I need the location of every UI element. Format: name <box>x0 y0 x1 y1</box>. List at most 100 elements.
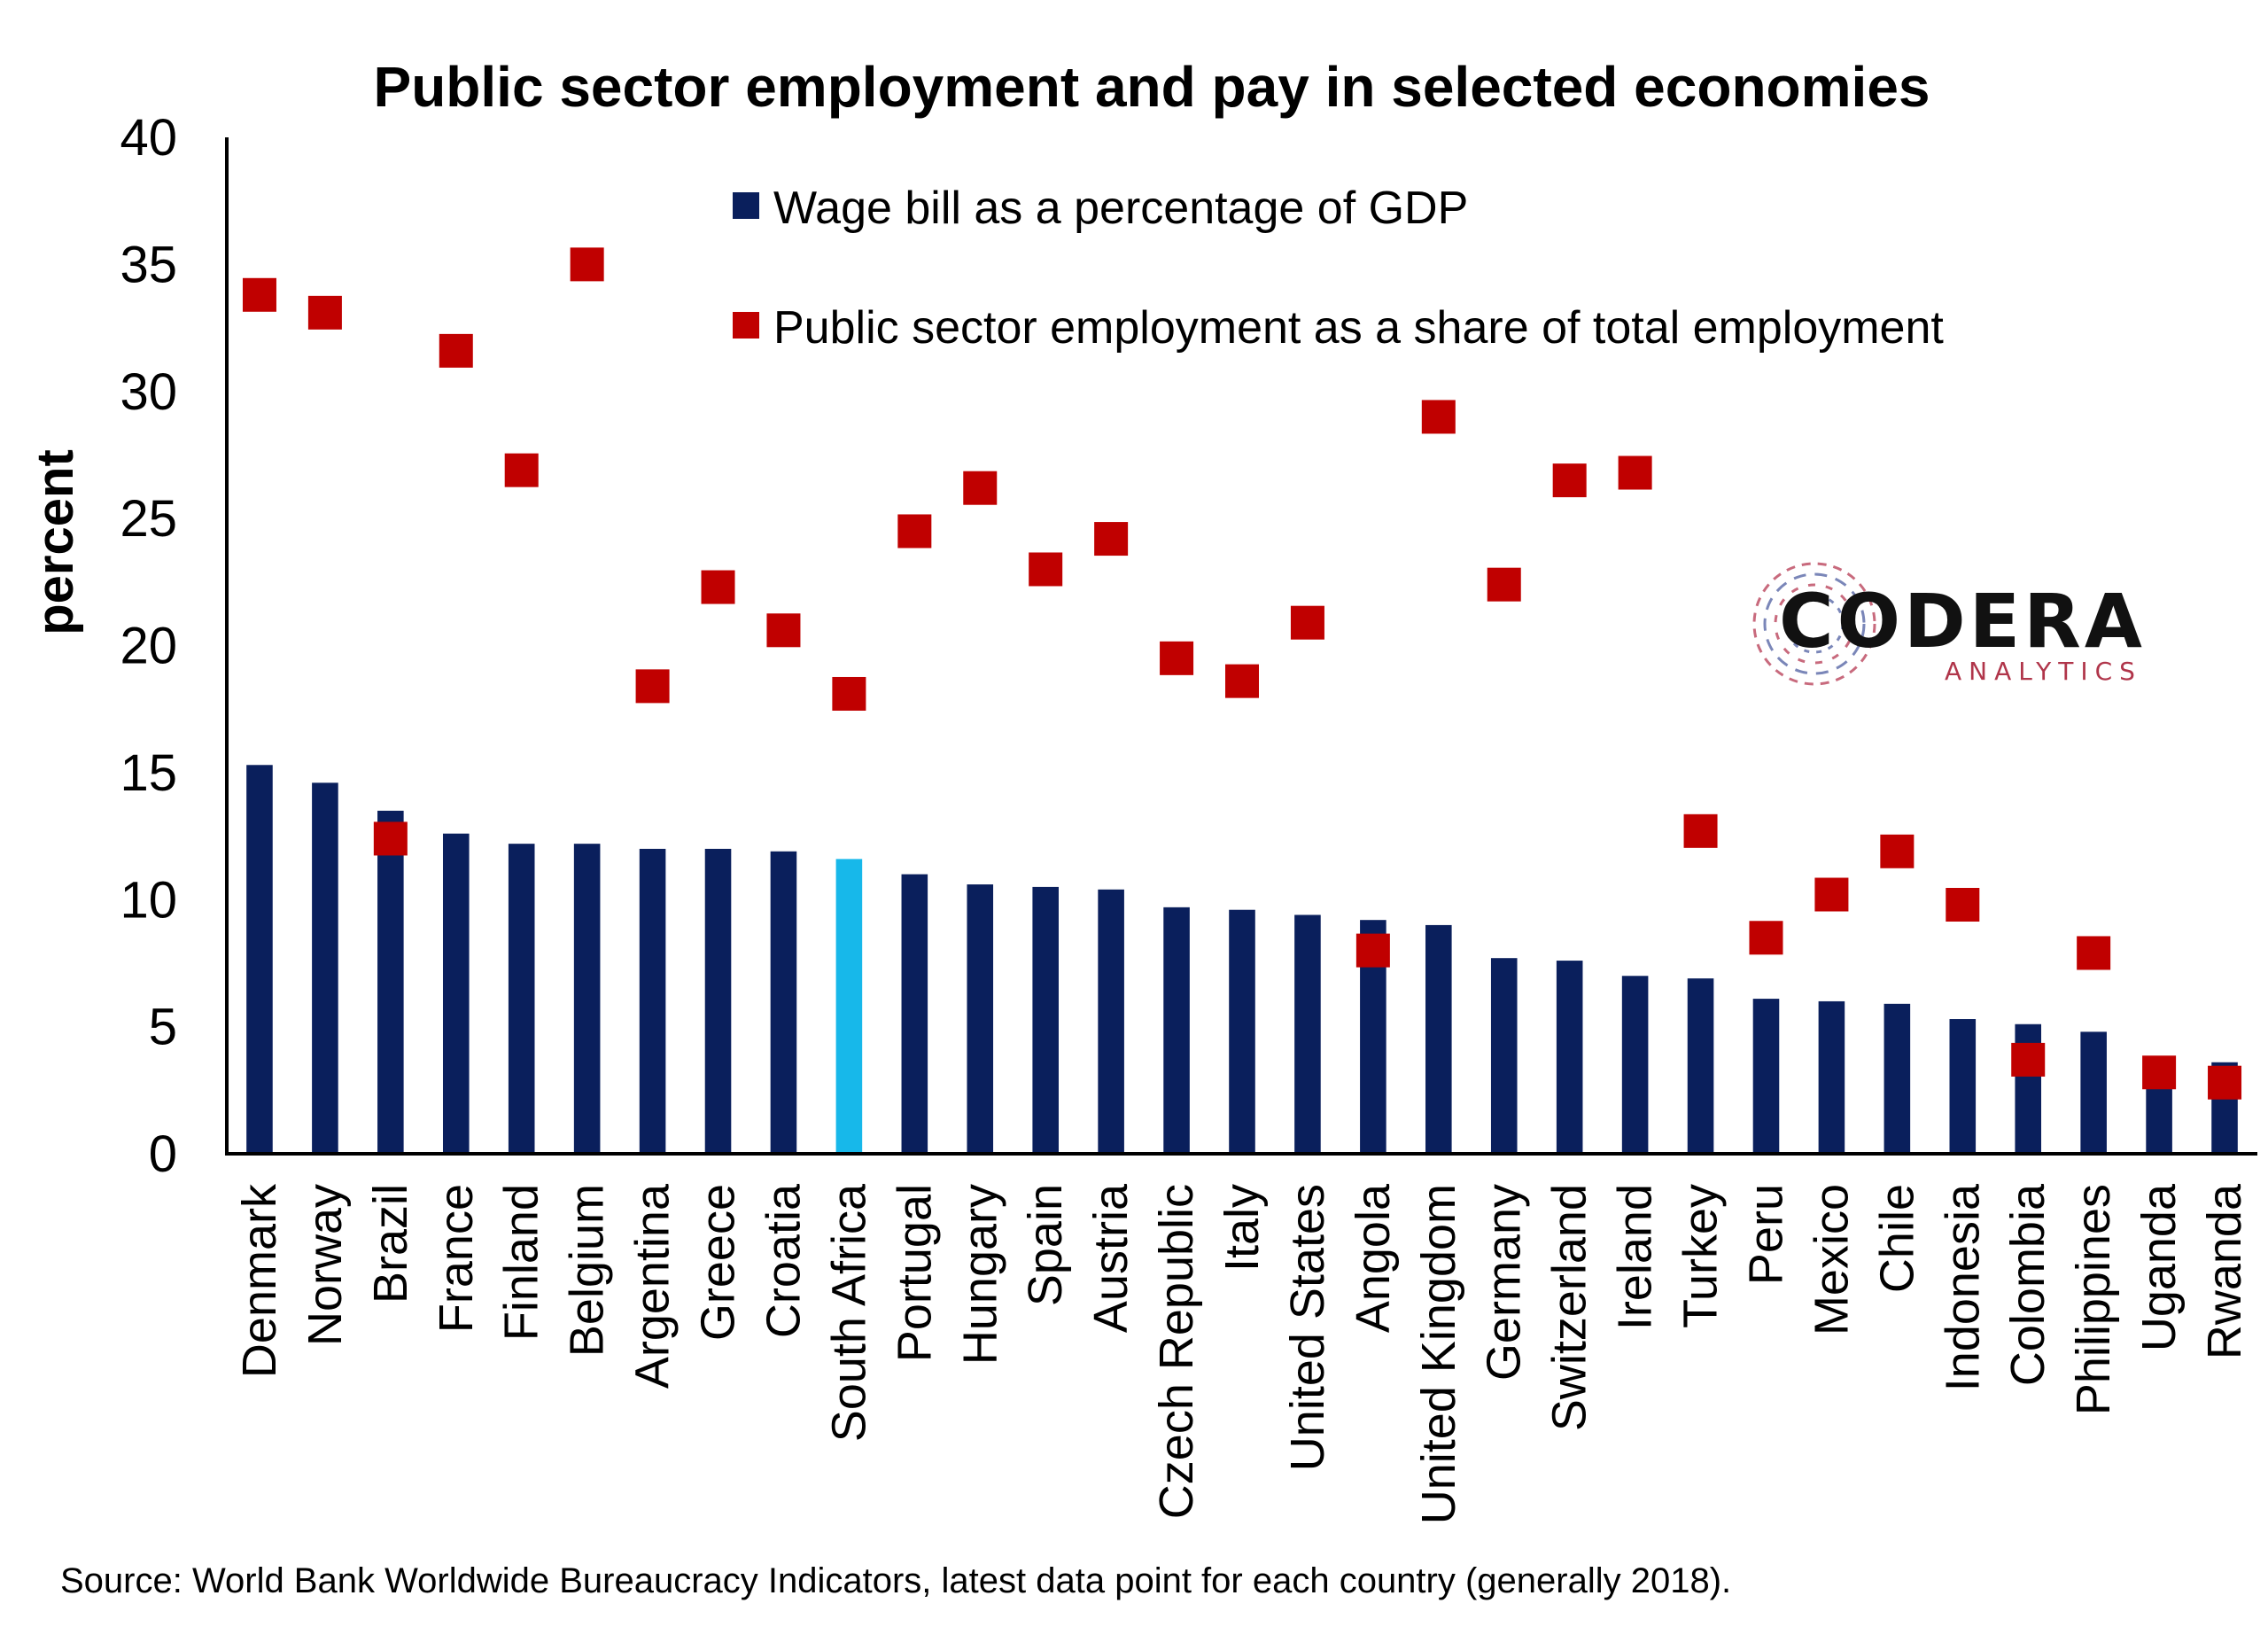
x-tick-label: Norway <box>299 1184 352 1346</box>
x-tick-label: Indonesia <box>1936 1183 1989 1391</box>
bar <box>1425 924 1452 1154</box>
bar <box>377 810 404 1154</box>
legend-label-wage-bill: Wage bill as a percentage of GDP <box>773 183 1468 234</box>
legend-swatch-employment-share <box>733 312 759 339</box>
bar <box>704 848 732 1154</box>
legend: Wage bill as a percentage of GDP Public … <box>733 183 1944 354</box>
marker-point <box>1618 455 1652 490</box>
x-tick-label: Chile <box>1870 1184 1923 1293</box>
marker-point <box>2142 1055 2177 1090</box>
marker-point <box>1552 463 1587 498</box>
y-tick-label: 35 <box>120 236 177 293</box>
marker-point <box>2011 1042 2046 1077</box>
x-tick-label: France <box>430 1184 483 1333</box>
bar <box>1229 909 1255 1154</box>
marker-series <box>242 247 2242 1100</box>
marker-point <box>1487 567 1521 602</box>
x-tick-label: Greece <box>692 1184 745 1341</box>
x-tick-label: Ireland <box>1609 1184 1662 1330</box>
source-note: Source: World Bank Worldwide Bureaucracy… <box>60 1561 1731 1600</box>
marker-point <box>439 333 473 368</box>
bar <box>835 859 863 1154</box>
legend-label-employment-share: Public sector employment as a share of t… <box>773 302 1944 354</box>
bar <box>1163 907 1190 1154</box>
marker-point <box>1880 834 1915 868</box>
bar <box>967 884 994 1154</box>
bar <box>1490 958 1518 1154</box>
x-tick-label: Turkey <box>1674 1184 1728 1328</box>
x-tick-label: United States <box>1281 1184 1334 1471</box>
plot-area: 0 5 10 15 20 25 30 35 40 Denmark Norway Brazil Fran… <box>120 109 2257 1524</box>
y-tick-label: 0 <box>149 1125 177 1183</box>
marker-point <box>897 514 932 549</box>
x-tick-label: Belgium <box>561 1184 614 1357</box>
marker-point <box>1225 664 1259 698</box>
x-tick-label: Hungary <box>953 1184 1006 1365</box>
x-tick-label: Germany <box>1478 1184 1531 1381</box>
bar <box>573 844 601 1154</box>
x-tick-label: Portugal <box>888 1184 941 1362</box>
bar <box>1556 961 1583 1154</box>
y-tick-label: 30 <box>120 363 177 421</box>
bar <box>1884 1003 1911 1154</box>
y-tick-label: 40 <box>120 109 177 167</box>
marker-point <box>1029 552 1063 587</box>
x-tick-label: Peru <box>1739 1184 1792 1285</box>
x-tick-label: Switzerland <box>1543 1184 1596 1431</box>
codera-analytics-logo: CODERA ANALYTICS <box>1752 562 2146 686</box>
x-tick-label: Austria <box>1084 1183 1138 1333</box>
marker-point <box>832 676 866 711</box>
x-tick-label: Denmark <box>233 1183 286 1378</box>
x-tick-label: Brazil <box>364 1184 417 1304</box>
x-tick-label: Czech Republic <box>1150 1184 1203 1519</box>
x-tick-label: Argentina <box>626 1183 680 1389</box>
x-tick-label: Mexico <box>1805 1184 1858 1335</box>
y-tick-label: 20 <box>120 618 177 675</box>
marker-point <box>2077 936 2111 970</box>
marker-point <box>1421 400 1456 434</box>
legend-swatch-wage-bill <box>733 192 759 219</box>
marker-point <box>1749 921 1783 955</box>
x-tick-label: Italy <box>1216 1184 1269 1272</box>
logo-wordmark: CODERA <box>1779 578 2146 665</box>
y-axis-label: percent <box>27 449 84 635</box>
marker-point <box>1160 641 1194 675</box>
bar-series <box>246 765 2238 1154</box>
marker-point <box>2208 1065 2242 1100</box>
bar <box>312 782 338 1154</box>
marker-point <box>373 821 408 856</box>
marker-point <box>1094 522 1129 556</box>
marker-point <box>963 471 998 505</box>
y-tick-label: 15 <box>120 744 177 802</box>
bar <box>1621 976 1649 1154</box>
bar <box>1294 915 1321 1154</box>
marker-point <box>504 453 539 487</box>
marker-point <box>1290 605 1324 640</box>
y-tick-label: 5 <box>149 999 177 1056</box>
marker-point <box>1355 933 1390 968</box>
bar <box>1687 978 1714 1154</box>
bar <box>1752 999 1780 1154</box>
marker-point <box>242 277 276 312</box>
marker-point <box>1814 877 1849 912</box>
bar <box>508 844 535 1154</box>
marker-point <box>635 669 670 704</box>
bar <box>246 765 273 1154</box>
bar <box>1032 886 1059 1154</box>
chart-title: Public sector employment and pay in sele… <box>374 55 1930 119</box>
y-tick-label: 25 <box>120 490 177 548</box>
bar <box>1949 1019 1977 1154</box>
x-tick-label: Philippines <box>2067 1184 2120 1415</box>
x-tick-label: Colombia <box>2001 1183 2054 1386</box>
x-tick-label: Croatia <box>757 1183 810 1338</box>
marker-point <box>766 613 801 648</box>
marker-point <box>307 295 342 330</box>
bar <box>1818 1000 1845 1154</box>
x-tick-label: Rwanda <box>2198 1183 2251 1359</box>
x-tick-label: Finland <box>495 1184 548 1341</box>
x-tick-label: Angola <box>1347 1183 1400 1333</box>
circuit-globe-icon <box>1752 562 1876 686</box>
x-tick-label: Uganda <box>2132 1183 2186 1351</box>
bar <box>901 874 928 1154</box>
